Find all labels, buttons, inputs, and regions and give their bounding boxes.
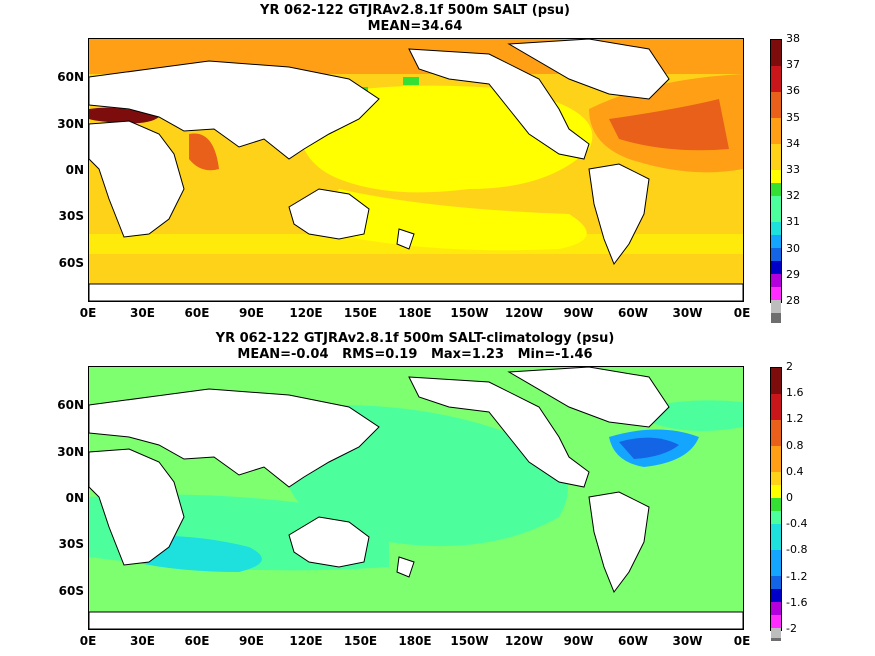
top-xlabel: 120W [504, 306, 544, 320]
top-title-line2: MEAN=34.64 [367, 19, 463, 34]
top-ylabel-60n: 60N [57, 70, 84, 84]
top-xlabel: 150W [450, 306, 489, 320]
top-colorbar-label: 37 [786, 58, 800, 72]
top-colorbar-label: 32 [786, 189, 800, 203]
top-xlabel: 0E [733, 306, 751, 320]
top-xlabel: 90W [563, 306, 594, 320]
bottom-colorbar-label: 2 [786, 360, 793, 373]
bottom-xlabel: 90E [239, 634, 264, 648]
top-ylabel-30n: 30N [57, 117, 84, 131]
top-xlabel: 0E [79, 306, 97, 320]
bottom-ylabel-30s: 30S [58, 537, 84, 551]
bottom-xlabel: 0E [733, 634, 751, 648]
top-salinity-map [88, 38, 744, 302]
bottom-colorbar [770, 367, 782, 641]
top-colorbar-label: 36 [786, 84, 800, 98]
top-colorbar-label: 31 [786, 215, 800, 229]
bottom-ylabel-30n: 30N [57, 445, 84, 459]
bottom-difference-map [88, 366, 744, 630]
top-colorbar-label: 30 [786, 241, 800, 255]
bottom-xlabel: 150E [343, 634, 378, 648]
bottom-xlabel: 150W [450, 634, 489, 648]
top-colorbar-label: 29 [786, 267, 800, 281]
bottom-xlabel: 0E [79, 634, 97, 648]
top-ylabel-0n: 0N [65, 163, 84, 177]
bottom-ylabel-60n: 60N [57, 398, 84, 412]
bottom-colorbar-label: -1.2 [786, 569, 808, 583]
top-title-line1: YR 062-122 GTJRAv2.8.1f 500m SALT (psu) [260, 3, 570, 18]
bottom-colorbar-label: -0.8 [786, 543, 808, 557]
bottom-colorbar-label: 1.6 [786, 386, 804, 400]
bottom-xlabel: 90W [563, 634, 594, 648]
bottom-title-line2: MEAN=-0.04 RMS=0.19 Max=1.23 Min=-1.46 [237, 347, 593, 362]
top-xlabel: 60W [618, 306, 648, 320]
bottom-colorbar-label: 0.8 [786, 438, 804, 452]
top-colorbar-label: 38 [786, 32, 800, 45]
bottom-xlabel: 180E [398, 634, 432, 648]
top-xlabel: 90E [239, 306, 264, 320]
bottom-colorbar-label: -1.6 [786, 595, 808, 609]
top-colorbar-label: 35 [786, 110, 800, 124]
top-xlabel: 150E [343, 306, 378, 320]
bottom-title-line1: YR 062-122 GTJRAv2.8.1f 500m SALT-climat… [215, 331, 615, 346]
top-xlabel: 180E [398, 306, 432, 320]
bottom-xlabel: 120W [504, 634, 544, 648]
bottom-xlabel: 30E [130, 634, 155, 648]
top-xlabel: 30W [672, 306, 703, 320]
bottom-xlabel: 120E [289, 634, 323, 648]
bottom-colorbar-label: 0 [786, 491, 793, 504]
top-xlabel: 120E [289, 306, 323, 320]
bottom-colorbar-label: -2 [786, 622, 797, 635]
top-xlabel: 30E [130, 306, 155, 320]
bottom-xlabel: 60E [184, 634, 210, 648]
top-ylabel-60s: 60S [58, 256, 84, 270]
top-colorbar-label: 33 [786, 163, 800, 176]
bottom-colorbar-label: 1.2 [786, 412, 804, 426]
bottom-colorbar-label: 0.4 [786, 464, 804, 478]
top-ylabel-30s: 30S [58, 209, 84, 223]
top-xlabel: 60E [184, 306, 210, 320]
bottom-ylabel-0n: 0N [65, 491, 84, 505]
top-colorbar-label: 28 [786, 294, 800, 307]
top-colorbar [770, 39, 782, 323]
bottom-xlabel: 30W [672, 634, 703, 648]
bottom-ylabel-60s: 60S [58, 584, 84, 598]
top-colorbar-label: 34 [786, 136, 800, 150]
bottom-xlabel: 60W [618, 634, 648, 648]
bottom-colorbar-label: -0.4 [786, 517, 808, 531]
